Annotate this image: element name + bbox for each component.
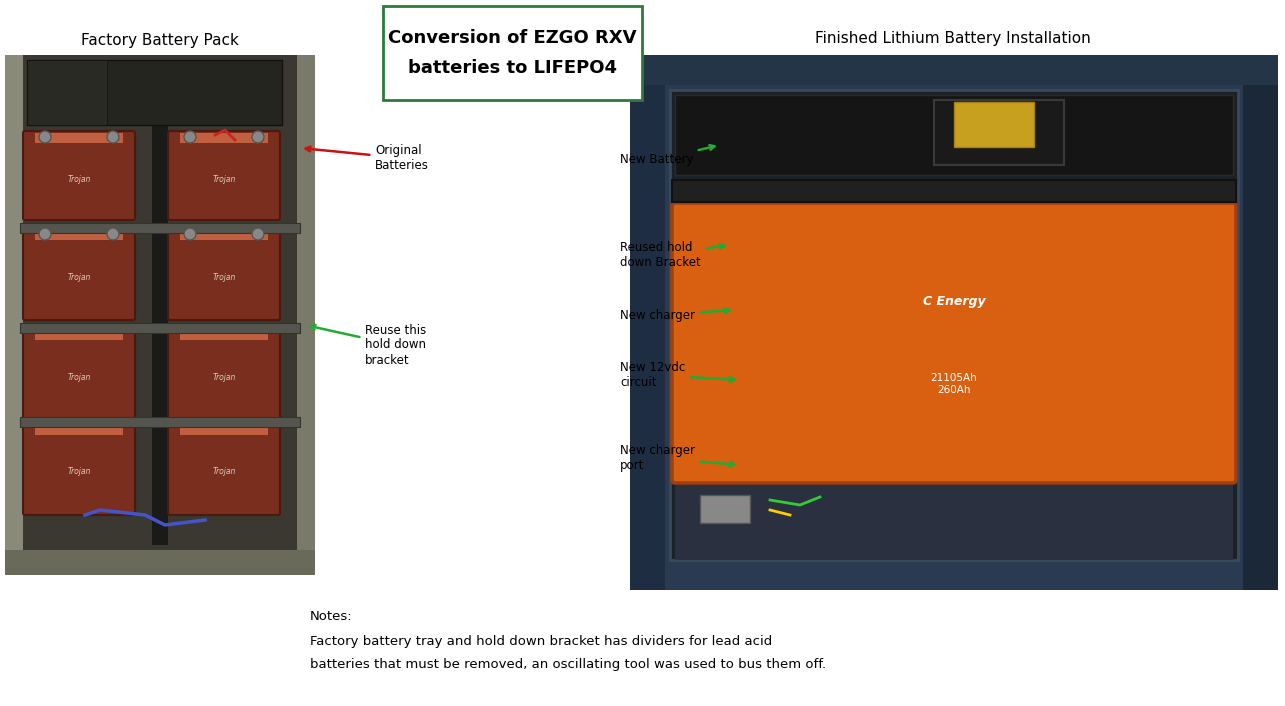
FancyBboxPatch shape bbox=[383, 6, 642, 100]
Text: New 12vdc
circuit: New 12vdc circuit bbox=[619, 361, 735, 389]
Bar bbox=[630, 55, 666, 590]
Text: Trojan: Trojan bbox=[212, 373, 235, 381]
Bar bbox=[5, 55, 315, 575]
Bar bbox=[180, 133, 269, 143]
Bar bbox=[953, 102, 1034, 147]
Text: New Battery: New Battery bbox=[619, 145, 714, 167]
FancyBboxPatch shape bbox=[23, 131, 135, 220]
Text: Trojan: Trojan bbox=[67, 373, 91, 381]
Text: batteries that must be removed, an oscillating tool was used to bus them off.: batteries that must be removed, an oscil… bbox=[310, 658, 826, 671]
FancyBboxPatch shape bbox=[672, 203, 1236, 483]
Text: Reuse this
hold down
bracket: Reuse this hold down bracket bbox=[311, 323, 427, 366]
Bar bbox=[180, 425, 269, 435]
Bar bbox=[35, 330, 123, 340]
Text: Finished Lithium Battery Installation: Finished Lithium Battery Installation bbox=[815, 30, 1091, 45]
Bar bbox=[21, 323, 299, 333]
Bar bbox=[5, 55, 23, 575]
Circle shape bbox=[252, 131, 263, 143]
Bar bbox=[934, 100, 1064, 165]
Text: New charger
port: New charger port bbox=[619, 444, 735, 472]
Circle shape bbox=[107, 228, 120, 240]
FancyBboxPatch shape bbox=[168, 423, 280, 515]
Text: Trojan: Trojan bbox=[212, 273, 235, 282]
Bar bbox=[35, 230, 123, 240]
Bar bbox=[675, 95, 1234, 175]
Bar bbox=[27, 60, 281, 125]
Text: Notes:: Notes: bbox=[310, 610, 352, 623]
FancyBboxPatch shape bbox=[23, 423, 135, 515]
Text: New charger: New charger bbox=[619, 309, 730, 321]
FancyBboxPatch shape bbox=[23, 328, 135, 420]
Text: Factory battery tray and hold down bracket has dividers for lead acid: Factory battery tray and hold down brack… bbox=[310, 635, 772, 648]
Bar bbox=[1243, 55, 1279, 590]
Bar bbox=[675, 485, 1234, 560]
Text: Reused hold
down Bracket: Reused hold down Bracket bbox=[619, 241, 725, 269]
Circle shape bbox=[39, 228, 51, 240]
FancyBboxPatch shape bbox=[168, 328, 280, 420]
Bar bbox=[35, 425, 123, 435]
Bar bbox=[5, 550, 315, 575]
FancyBboxPatch shape bbox=[23, 228, 135, 320]
Text: 21105Ah
260Ah: 21105Ah 260Ah bbox=[930, 373, 978, 395]
Bar bbox=[669, 90, 1237, 560]
FancyBboxPatch shape bbox=[168, 228, 280, 320]
Bar bbox=[672, 180, 1236, 202]
Bar bbox=[630, 55, 1279, 590]
Text: Trojan: Trojan bbox=[67, 467, 91, 476]
Bar bbox=[27, 60, 107, 125]
Text: Trojan: Trojan bbox=[67, 273, 91, 282]
Circle shape bbox=[184, 228, 197, 240]
Bar bbox=[21, 223, 299, 233]
Text: batteries to LIFEPO4: batteries to LIFEPO4 bbox=[407, 59, 617, 77]
Bar bbox=[21, 417, 299, 427]
Circle shape bbox=[107, 131, 120, 143]
Text: Original
Batteries: Original Batteries bbox=[306, 144, 429, 172]
Text: Conversion of EZGO RXV: Conversion of EZGO RXV bbox=[388, 29, 636, 47]
Text: C Energy: C Energy bbox=[923, 295, 986, 309]
Bar bbox=[180, 230, 269, 240]
Bar bbox=[630, 55, 1279, 85]
FancyBboxPatch shape bbox=[168, 131, 280, 220]
Bar bbox=[700, 495, 750, 523]
Text: Factory Battery Pack: Factory Battery Pack bbox=[81, 32, 239, 47]
Text: Trojan: Trojan bbox=[67, 176, 91, 184]
Bar bbox=[152, 105, 168, 545]
Text: Trojan: Trojan bbox=[212, 467, 235, 476]
Bar bbox=[180, 330, 269, 340]
Circle shape bbox=[252, 228, 263, 240]
Circle shape bbox=[184, 131, 197, 143]
Bar bbox=[35, 133, 123, 143]
Text: Trojan: Trojan bbox=[212, 176, 235, 184]
Bar bbox=[297, 55, 315, 575]
Circle shape bbox=[39, 131, 51, 143]
